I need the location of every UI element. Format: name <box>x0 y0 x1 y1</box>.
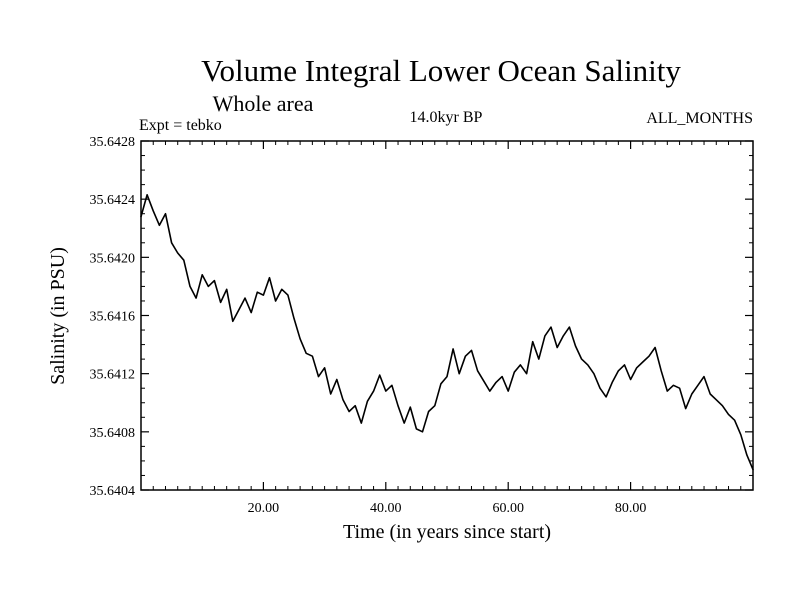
x-tick-label: 80.00 <box>615 501 647 516</box>
y-tick-label: 35.6424 <box>90 193 136 208</box>
y-tick-label: 35.6408 <box>90 426 136 441</box>
months-label: ALL_MONTHS <box>646 110 753 127</box>
x-axis: 20.00 40.00 60.00 80.00 <box>152 141 742 516</box>
y-axis-title: Salinity (in PSU) <box>47 247 69 385</box>
x-tick-label: 40.00 <box>370 501 402 516</box>
y-tick-label: 35.6412 <box>90 368 136 383</box>
y-axis: 35.6404 35.6408 35.6412 35.6416 35.6420 35.64… <box>90 135 753 499</box>
y-tick-label: 35.6416 <box>90 310 136 325</box>
chart-subtitle: Whole area <box>213 91 314 116</box>
chart-title: Volume Integral Lower Ocean Salinity <box>201 53 681 88</box>
experiment-label: Expt = tebko <box>139 117 222 134</box>
y-tick-label: 35.6420 <box>90 251 136 266</box>
x-tick-label: 20.00 <box>248 501 280 516</box>
series-line <box>140 194 754 471</box>
data-series <box>140 194 754 471</box>
x-tick-label: 60.00 <box>492 501 524 516</box>
y-tick-label: 35.6404 <box>90 484 136 499</box>
period-label: 14.0kyr BP <box>410 109 483 126</box>
x-axis-title: Time (in years since start) <box>343 521 551 543</box>
y-tick-label: 35.6428 <box>90 135 136 150</box>
